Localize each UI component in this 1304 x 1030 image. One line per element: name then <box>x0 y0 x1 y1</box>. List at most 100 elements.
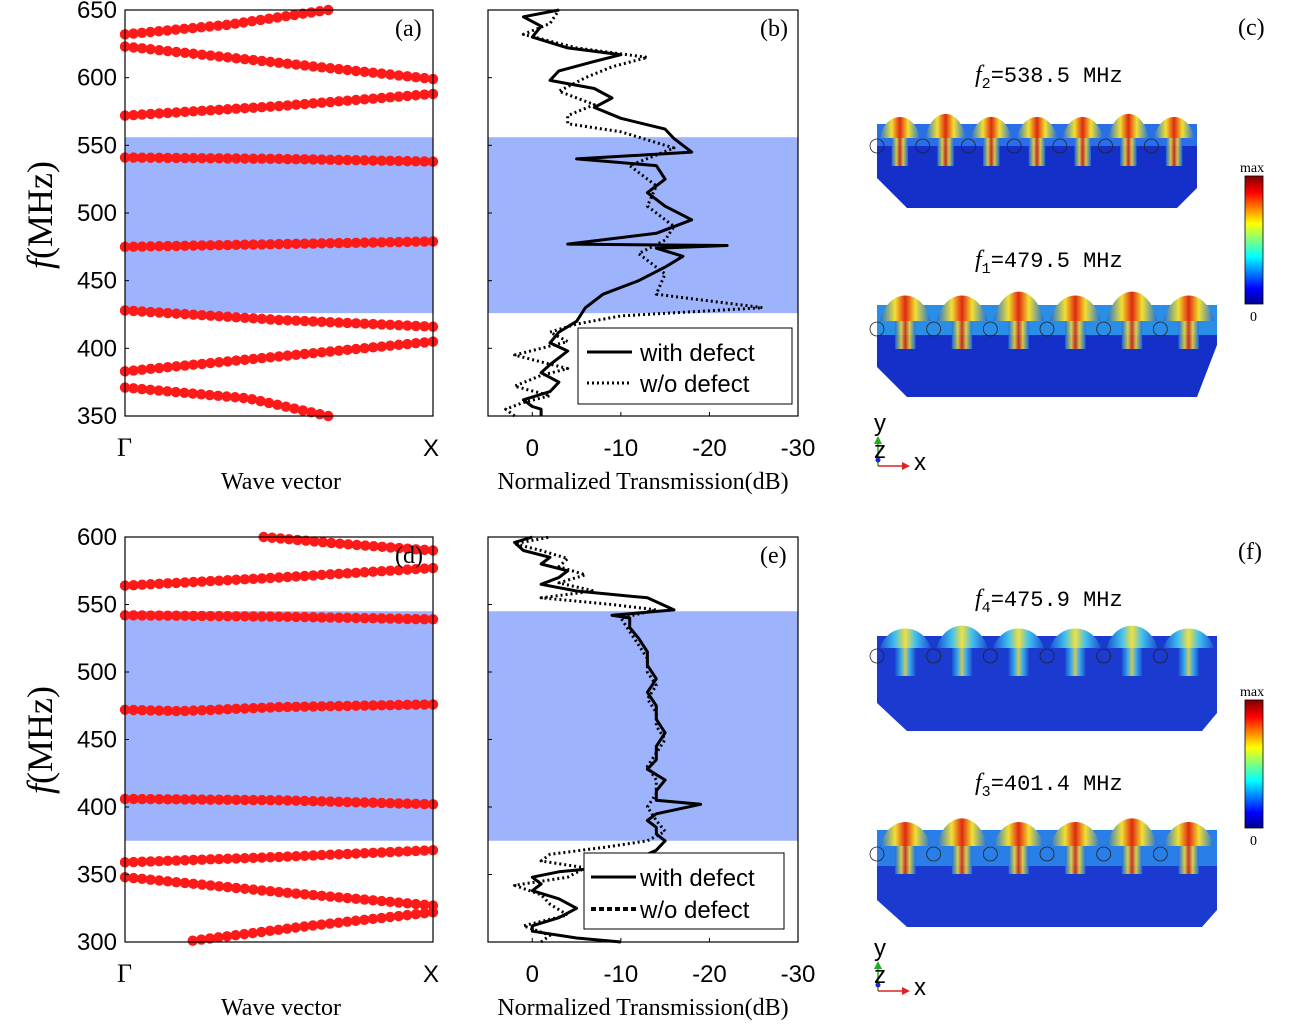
dispersion-point <box>282 315 293 326</box>
dispersion-point <box>213 311 225 322</box>
dispersion-point <box>231 853 242 864</box>
dispersion-point <box>205 310 216 321</box>
dispersion-point <box>367 67 379 78</box>
dispersion-point <box>342 344 353 356</box>
dispersion-point <box>359 797 370 808</box>
dispersion-point <box>290 611 302 623</box>
dispersion-point <box>171 107 182 118</box>
dispersion-point <box>333 96 345 107</box>
dispersion-point <box>402 543 413 554</box>
dispersion-point <box>273 100 285 112</box>
series-with-defect <box>521 8 729 416</box>
dispersion-point <box>290 59 302 70</box>
dispersion-point <box>205 880 216 891</box>
dispersion-point <box>402 846 413 857</box>
dispersion-point <box>154 578 165 589</box>
dispersion-point <box>280 11 292 22</box>
dispersion-point <box>333 345 345 356</box>
dispersion-point <box>299 795 310 807</box>
dispersion-point <box>196 49 208 60</box>
dispersion-point <box>367 566 379 577</box>
dispersion-point <box>154 362 165 374</box>
dispersion-point <box>171 46 182 58</box>
dispersion-point <box>171 876 182 888</box>
dispersion-point <box>179 106 191 118</box>
dispersion-point <box>162 876 173 887</box>
dispersion-point <box>402 699 413 711</box>
dispersion-point <box>239 703 250 714</box>
dispersion-point <box>350 343 362 355</box>
dispersion-point <box>290 99 302 110</box>
dispersion-point <box>256 611 268 622</box>
dispersion-point <box>316 238 327 249</box>
dispersion-point <box>222 611 233 622</box>
dispersion-point <box>350 700 362 711</box>
dispersion-point <box>162 45 173 57</box>
svg-text:y: y <box>874 410 886 437</box>
panel-e-xlabel: Normalized Transmission(dB) <box>497 995 788 1021</box>
dispersion-point <box>171 577 182 589</box>
dispersion-point <box>171 855 182 866</box>
dispersion-point <box>307 920 319 931</box>
dispersion-point <box>273 238 285 250</box>
dispersion-point <box>256 352 268 364</box>
dispersion-point <box>308 98 319 109</box>
dispersion-point <box>402 90 413 102</box>
dispersion-point <box>222 52 233 63</box>
svg-text:f(MHz): f(MHz) <box>20 161 60 269</box>
dispersion-point <box>419 899 430 910</box>
x-tick-label: -20 <box>692 961 727 988</box>
dispersion-point <box>333 237 345 249</box>
dispersion-point <box>376 700 387 711</box>
dispersion-point <box>299 238 310 249</box>
dispersion-point <box>282 887 293 898</box>
dispersion-point <box>205 704 216 716</box>
dispersion-point <box>162 107 173 119</box>
dispersion-point <box>265 352 276 363</box>
dispersion-point <box>385 797 396 809</box>
dispersion-point <box>325 701 336 712</box>
dispersion-point <box>316 569 327 581</box>
dispersion-point <box>222 311 233 322</box>
dispersion-point <box>145 26 156 38</box>
dispersion-point <box>205 105 216 116</box>
dispersion-point <box>231 611 242 622</box>
dispersion-point <box>231 703 242 715</box>
dispersion-point <box>265 314 276 325</box>
dispersion-point <box>299 98 310 110</box>
dispersion-point <box>239 928 250 940</box>
dispersion-point <box>171 610 182 621</box>
dispersion-point <box>325 796 336 807</box>
dispersion-point <box>136 43 148 54</box>
dispersion-point <box>179 240 191 251</box>
dispersion-point <box>333 154 345 166</box>
dispersion-point <box>128 704 139 716</box>
dispersion-point <box>410 72 422 83</box>
panel-d-band-structure: 300 350 400 450 500 550 600 (d) Γ X Wave vecto… <box>20 524 439 1021</box>
dispersion-point <box>231 355 242 366</box>
dispersion-point <box>316 919 327 930</box>
dispersion-point <box>359 612 370 624</box>
dispersion-point <box>128 152 139 163</box>
dispersion-point <box>256 101 268 113</box>
dispersion-point <box>229 392 241 403</box>
dispersion-point <box>179 877 191 889</box>
panel-e-bandgap <box>488 611 798 841</box>
dispersion-point <box>342 64 353 76</box>
dispersion-point <box>290 349 302 360</box>
dispersion-point <box>145 856 156 867</box>
mode-image-f3 <box>869 818 1217 927</box>
dispersion-point <box>333 568 345 580</box>
dispersion-point <box>290 851 302 862</box>
mode-label-f2: f2=538.5 MHz <box>975 62 1123 93</box>
dispersion-point <box>171 361 182 372</box>
dispersion-point <box>385 319 396 331</box>
dispersion-point <box>299 60 310 71</box>
dispersion-point <box>246 15 258 27</box>
dispersion-point <box>213 932 224 943</box>
dispersion-point <box>212 390 224 401</box>
dispersion-point <box>290 238 302 250</box>
x-tick-label: -30 <box>781 961 816 988</box>
dispersion-point <box>170 24 182 35</box>
dispersion-point <box>231 312 242 323</box>
